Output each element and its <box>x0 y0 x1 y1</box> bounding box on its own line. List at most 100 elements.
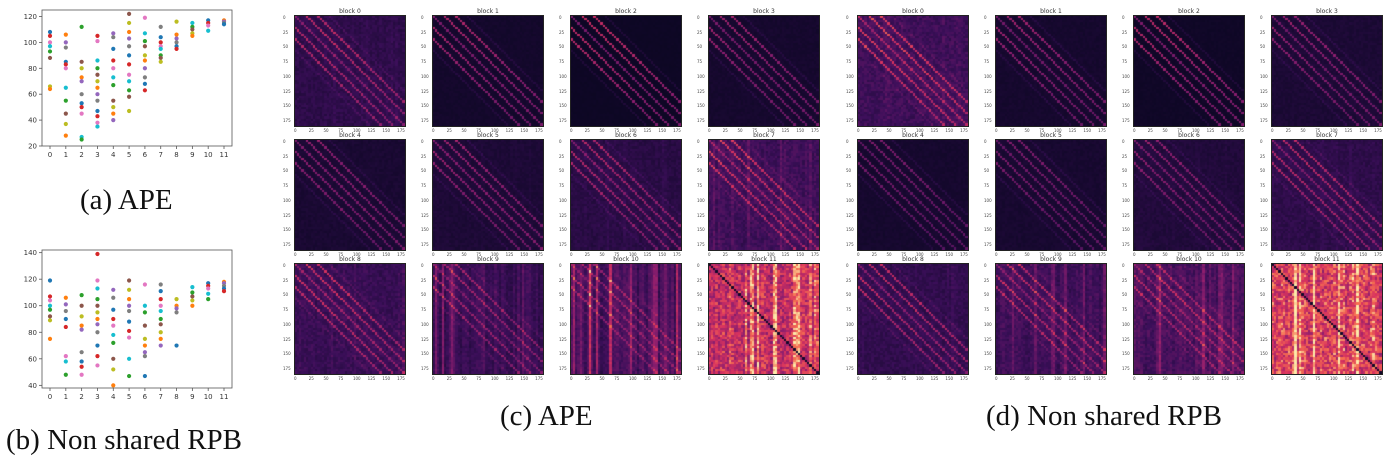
scatter-point <box>111 58 116 63</box>
scatter-point <box>158 308 163 314</box>
heatmap-x-tick-label: 25 <box>871 128 877 133</box>
scatter-point <box>142 310 148 315</box>
heatmap-y-tick-label: 75 <box>984 59 990 65</box>
scatter-point <box>158 316 163 322</box>
heatmap-y-tick-label: 175 <box>559 242 567 248</box>
scatter-point <box>174 310 179 315</box>
heatmap-x-tick-label: 100 <box>1191 128 1200 133</box>
scatter-point <box>79 314 84 319</box>
heatmap-y-tick-label: 125 <box>1260 336 1268 342</box>
scatter-point <box>95 354 100 359</box>
heatmap-y-tick-label: 125 <box>421 336 429 342</box>
scatter-point <box>79 24 84 29</box>
scatter-point <box>126 373 132 379</box>
scatter-point <box>47 314 53 319</box>
heatmap-x-tick-label: 75 <box>476 376 482 381</box>
heatmap-y-tick-label: 175 <box>697 366 705 372</box>
heatmap-title: block 9 <box>477 256 499 263</box>
x-tick-label: 7 <box>158 151 162 159</box>
scatter-point <box>111 356 116 361</box>
heatmap-y-tick-label: 175 <box>846 366 854 372</box>
heatmap-x-tick-label: 175 <box>1098 128 1106 133</box>
scatter-point <box>126 335 132 340</box>
scatter-point <box>111 295 116 300</box>
scatter-point <box>158 59 163 64</box>
heatmap-y-tick-label: 0 <box>846 15 849 20</box>
heatmap-x-tick-label: 75 <box>752 252 758 257</box>
heatmap-title: block 8 <box>902 256 924 263</box>
heatmap-y-tick-label: 125 <box>559 212 567 218</box>
heatmap-x-tick-label: 100 <box>628 376 637 381</box>
heatmap-x-tick-label: 175 <box>673 128 681 133</box>
heatmap-y-tick-label: 75 <box>846 183 852 189</box>
scatter-point <box>126 11 132 16</box>
heatmap-x-tick-label: 0 <box>995 252 998 257</box>
heatmap-y-tick-label: 75 <box>421 307 427 313</box>
heatmap-y-tick-label: 50 <box>283 168 289 174</box>
x-tick-label: 2 <box>79 393 83 401</box>
heatmap-x-tick-label: 0 <box>570 252 573 257</box>
heatmap-x-tick-label: 100 <box>490 376 499 381</box>
scatter-point <box>95 322 100 327</box>
heatmap-y-tick-label: 75 <box>283 183 289 189</box>
scatter-point <box>47 294 53 299</box>
scatter-point <box>221 289 227 294</box>
heatmap-x-tick-label: 150 <box>382 128 391 133</box>
heatmap-y-tick-label: 100 <box>984 73 992 79</box>
heatmap-y-tick-label: 125 <box>846 336 854 342</box>
heatmap-x-tick-label: 0 <box>708 128 711 133</box>
heatmap-x-tick-label: 25 <box>584 128 590 133</box>
heatmap-grid-ape: block 0 0 0 25 25 50 50 75 75 100 100 125 125 150 150 1… <box>280 8 840 388</box>
heatmap-title: block 0 <box>339 8 361 15</box>
scatter-point <box>111 323 116 328</box>
heatmap-y-tick-label: 75 <box>1122 307 1128 313</box>
scatter-point <box>47 40 53 45</box>
heatmap-x-tick-label: 0 <box>294 252 297 257</box>
x-tick-label: 2 <box>79 151 83 159</box>
x-tick-label: 8 <box>174 393 178 401</box>
heatmap-y-tick-label: 100 <box>559 197 567 203</box>
scatter-point <box>126 308 132 314</box>
scatter-point <box>126 72 132 77</box>
heatmap-x-tick-label: 100 <box>1329 252 1338 257</box>
scatter-point <box>47 307 53 312</box>
scatter-point <box>126 278 132 283</box>
heatmap-x-tick-label: 25 <box>446 128 452 133</box>
scatter-point <box>142 53 148 58</box>
heatmap-y-tick-label: 0 <box>984 139 987 144</box>
scatter-point <box>111 287 116 292</box>
scatter-point <box>174 296 179 302</box>
scatter-point <box>95 363 100 368</box>
heatmap-y-tick-label: 75 <box>846 307 852 313</box>
heatmap-x-tick-label: 100 <box>766 128 775 133</box>
scatter-point <box>95 316 100 322</box>
scatter-point <box>79 79 84 84</box>
heatmap-x-tick-label: 100 <box>1053 128 1062 133</box>
y-tick-label: 80 <box>28 65 37 73</box>
heatmap-x-tick-label: 100 <box>628 252 637 257</box>
scatter-point <box>142 373 148 379</box>
heatmap-y-tick-label: 175 <box>559 366 567 372</box>
heatmap-y-tick-label: 100 <box>1260 321 1268 327</box>
heatmap-y-tick-label: 0 <box>697 263 700 268</box>
heatmap-x-tick-label: 125 <box>1344 252 1353 257</box>
heatmap-y-tick-label: 25 <box>1122 29 1128 35</box>
scatter-point <box>95 310 100 315</box>
heatmap-y-tick-label: 150 <box>1260 351 1268 357</box>
heatmap-x-tick-label: 75 <box>338 128 344 133</box>
heatmap-y-tick-label: 175 <box>697 118 705 124</box>
heatmap-x-tick-label: 175 <box>397 128 405 133</box>
heatmap-y-tick-label: 0 <box>1122 263 1125 268</box>
scatter-point <box>95 296 100 302</box>
heatmap-y-tick-label: 0 <box>697 139 700 144</box>
y-tick-label: 40 <box>28 117 37 125</box>
scatter-point <box>111 31 116 36</box>
scatter-point <box>47 298 53 303</box>
heatmap-x-tick-label: 75 <box>1315 252 1321 257</box>
scatter-point <box>111 75 116 80</box>
scatter-point <box>47 303 53 308</box>
heatmap-x-tick-label: 125 <box>1068 128 1077 133</box>
heatmap-x-tick-label: 25 <box>1147 252 1153 257</box>
heatmap-x-tick-label: 175 <box>397 376 405 381</box>
heatmap-title: block 7 <box>753 132 775 139</box>
